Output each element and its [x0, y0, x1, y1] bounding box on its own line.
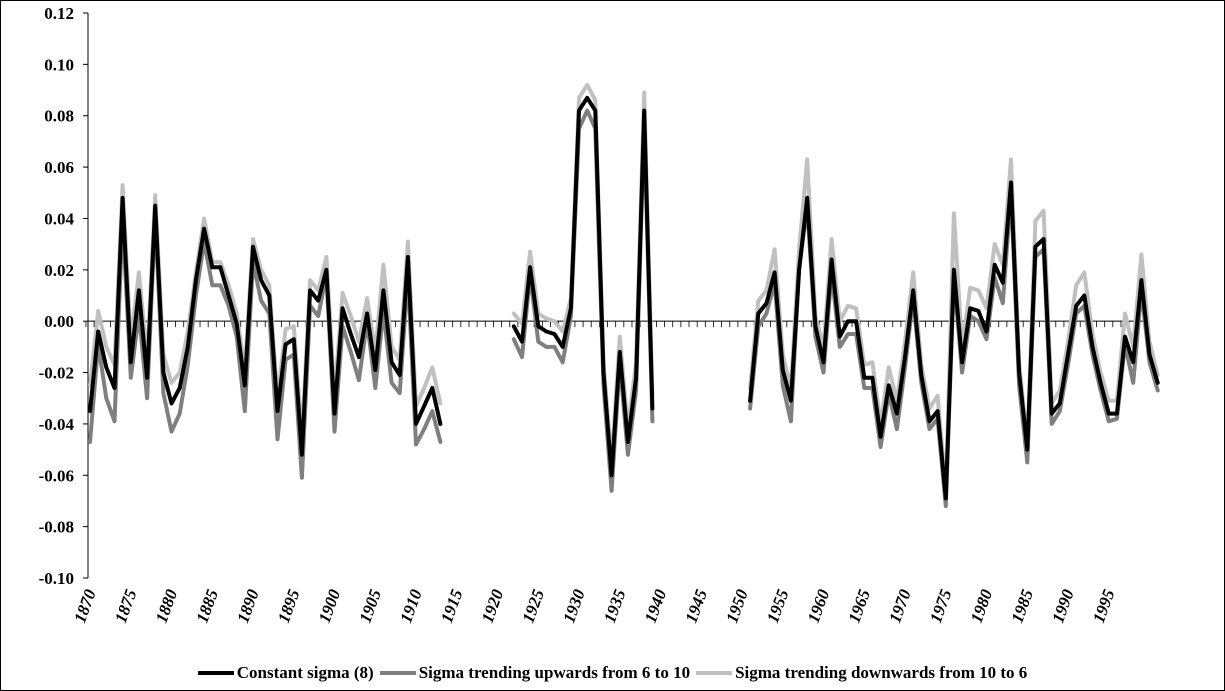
y-tick-label: -0.08: [39, 518, 74, 537]
y-tick-label: 0.10: [44, 55, 74, 74]
x-tick-label: 1990: [1048, 586, 1078, 625]
series-constant-sigma-segment: [511, 95, 655, 478]
legend: Constant sigma (8) Sigma trending upward…: [0, 662, 1225, 684]
series-layer: [88, 82, 1160, 509]
y-tick-label: 0.02: [44, 261, 74, 280]
y-tick-label: 0.12: [44, 4, 74, 23]
y-tick-label: -0.04: [39, 415, 75, 434]
x-axis: 1870 1875 1880 1885 1890 1895 1900 1905 1910 1915…: [70, 320, 1146, 625]
x-tick-label: 1985: [1008, 586, 1038, 625]
x-tick-label: 1880: [152, 586, 182, 625]
x-tick-label: 1980: [967, 586, 997, 625]
x-tick-label: 1925: [519, 586, 549, 625]
x-tick-label: 1935: [600, 586, 630, 625]
x-tick-label: 1915: [437, 586, 467, 625]
legend-label-sigma-down: Sigma trending downwards from 10 to 6: [735, 663, 1028, 682]
x-tick-label: 1930: [559, 586, 589, 625]
y-tick-label: 0.08: [44, 107, 74, 126]
y-tick-label: -0.02: [39, 364, 74, 383]
legend-item-sigma-up: Sigma trending upwards from 6 to 10: [379, 663, 691, 683]
x-tick-label: 1885: [193, 586, 223, 625]
x-tick-label: 1910: [396, 586, 426, 625]
y-tick-label: -0.06: [39, 466, 74, 485]
x-tick-label: 1975: [926, 586, 956, 625]
x-tick-label: 1955: [763, 586, 793, 625]
x-tick-label: 1890: [233, 586, 263, 625]
y-tick-label: 0.06: [44, 158, 74, 177]
x-tick-label: 1965: [845, 586, 875, 625]
x-tick-label: 1920: [478, 586, 508, 625]
x-tick-label: 1895: [274, 586, 304, 625]
x-tick-label: 1950: [722, 586, 752, 625]
series-sigma-up-segment: [511, 108, 655, 493]
y-tick-label: -0.10: [39, 569, 74, 588]
x-tick-label: 1875: [111, 586, 141, 625]
x-tick-label: 1945: [682, 586, 712, 625]
legend-swatch-constant-sigma: [197, 671, 234, 675]
x-tick-label: 1960: [804, 586, 834, 625]
y-tick-label: 0.00: [44, 312, 74, 331]
x-tick-label: 1905: [356, 586, 386, 625]
series-constant-sigma-segment: [88, 195, 443, 457]
x-tick-label: 1870: [70, 586, 100, 625]
series-constant-sigma: [88, 95, 1160, 501]
legend-item-constant-sigma: Constant sigma (8): [197, 663, 374, 683]
legend-item-sigma-down: Sigma trending downwards from 10 to 6: [696, 663, 1027, 683]
legend-label-sigma-up: Sigma trending upwards from 6 to 10: [418, 663, 691, 682]
x-tick-label: 1940: [641, 586, 671, 625]
y-tick-label: 0.04: [44, 209, 74, 228]
x-tick-label: 1995: [1089, 586, 1119, 625]
x-tick-label: 1900: [315, 586, 345, 625]
legend-label-constant-sigma: Constant sigma (8): [236, 663, 374, 682]
legend-swatch-sigma-down: [696, 671, 733, 675]
y-axis: -0.10 -0.08 -0.06 -0.04 -0.02 0.00 0.02 0.04 0.0…: [39, 4, 89, 588]
x-tick-label: 1970: [885, 586, 915, 625]
series-sigma-down-segment: [748, 157, 1160, 493]
legend-swatch-sigma-up: [379, 671, 416, 675]
series-constant-sigma-segment: [748, 180, 1160, 501]
